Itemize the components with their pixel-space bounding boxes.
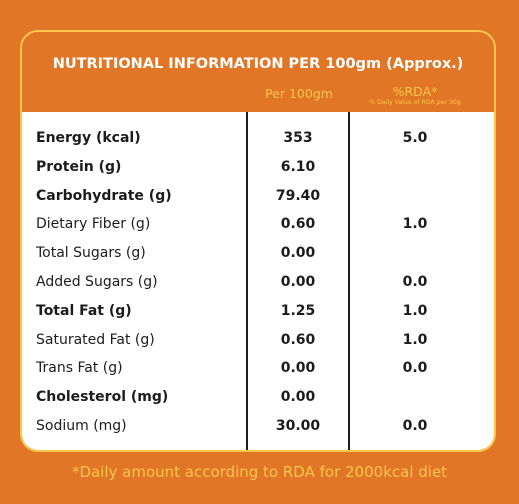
nutrient-name: Added Sugars (g)	[36, 273, 158, 290]
nutrition-panel: NUTRITIONAL INFORMATION PER 100gm (Appro…	[20, 30, 496, 452]
rda-value: 1.0	[402, 216, 428, 233]
nutrient-name: Saturated Fat (g)	[36, 331, 155, 348]
per-100gm-value: 353	[283, 130, 313, 146]
column-divider	[246, 112, 248, 450]
rda-footnote: *Daily amount according to RDA for 2000k…	[71, 463, 448, 481]
rda-value	[350, 239, 480, 268]
table-row: Energy (kcal) 353 5.0	[22, 124, 494, 153]
rda-value: 1.0	[402, 302, 428, 319]
nutrient-name: Sodium (mg)	[36, 417, 127, 434]
per-100gm-value: 1.25	[280, 302, 316, 319]
column-header-per-100gm: Per 100gm	[265, 86, 333, 101]
column-divider	[348, 112, 350, 450]
per-100gm-value: 6.10	[280, 158, 316, 175]
rda-value	[350, 153, 480, 182]
nutrient-name: Total Sugars (g)	[36, 245, 146, 262]
per-100gm-value: 0.00	[280, 245, 316, 262]
rda-value: 5.0	[402, 130, 428, 146]
nutrient-name: Protein (g)	[36, 158, 122, 175]
table-row: Carbohydrate (g) 79.40	[22, 182, 494, 211]
column-header-rda: %RDA*	[392, 84, 438, 99]
table-row: Protein (g) 6.10	[22, 153, 494, 182]
per-100gm-value: 30.00	[275, 417, 321, 434]
per-100gm-value: 0.00	[280, 360, 316, 377]
nutrient-name: Trans Fat (g)	[36, 360, 123, 377]
table-row: Added Sugars (g) 0.00 0.0	[22, 268, 494, 297]
nutrition-table: Energy (kcal) 353 5.0 Protein (g) 6.10 Carboh…	[22, 112, 494, 450]
nutrition-title: NUTRITIONAL INFORMATION PER 100gm (Appro…	[52, 56, 464, 72]
table-row: Cholesterol (mg) 0.00	[22, 383, 494, 412]
per-100gm-value: 79.40	[275, 187, 321, 204]
rda-value	[350, 182, 480, 211]
table-row: Total Sugars (g) 0.00	[22, 239, 494, 268]
per-100gm-value: 0.60	[280, 216, 316, 233]
nutrient-name: Energy (kcal)	[36, 130, 141, 146]
table-row: Dietary Fiber (g) 0.60 1.0	[22, 210, 494, 239]
table-row: Total Fat (g) 1.25 1.0	[22, 297, 494, 326]
rda-value: 1.0	[402, 331, 428, 348]
per-100gm-value: 0.00	[280, 273, 316, 290]
nutrient-name: Dietary Fiber (g)	[36, 216, 151, 233]
rda-value	[350, 383, 480, 412]
rda-value: 0.0	[402, 273, 428, 290]
nutrient-name: Cholesterol (mg)	[36, 389, 169, 406]
per-100gm-value: 0.00	[280, 389, 316, 406]
rda-value: 0.0	[402, 360, 428, 377]
nutrient-name: Carbohydrate (g)	[36, 187, 172, 204]
table-row: Sodium (mg) 30.00 0.0	[22, 412, 494, 441]
table-row: Trans Fat (g) 0.00 0.0	[22, 354, 494, 383]
nutrition-rows: Energy (kcal) 353 5.0 Protein (g) 6.10 Carboh…	[22, 124, 494, 441]
column-header-rda-note: % Daily Value of RDA per 30g	[369, 99, 461, 106]
rda-value: 0.0	[402, 417, 428, 434]
per-100gm-value: 0.60	[280, 331, 316, 348]
table-row: Saturated Fat (g) 0.60 1.0	[22, 326, 494, 355]
nutrient-name: Total Fat (g)	[36, 302, 132, 319]
